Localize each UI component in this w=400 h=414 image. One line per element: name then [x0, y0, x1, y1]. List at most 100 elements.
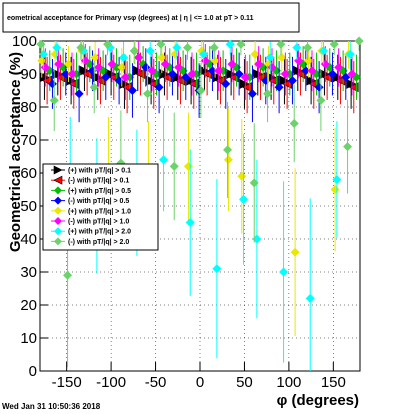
legend-label: (+) with pT/|q| > 0.1 — [68, 168, 131, 175]
timestamp: Wed Jan 31 10:50:36 2018 — [2, 402, 101, 411]
data-point — [305, 293, 315, 303]
data-point — [239, 194, 249, 204]
data-point — [254, 59, 264, 69]
data-point — [307, 66, 317, 76]
legend-label: (+) with pT/|q| > 2.0 — [68, 229, 131, 236]
legend-marker — [54, 186, 62, 195]
data-point — [159, 155, 169, 165]
data-point — [196, 86, 206, 95]
data-point — [345, 49, 355, 59]
data-point — [172, 43, 182, 53]
data-point — [36, 39, 46, 49]
data-point — [174, 62, 184, 72]
points-layer — [36, 36, 364, 371]
data-point — [263, 89, 273, 99]
y-tick-label: 60 — [20, 165, 37, 182]
data-point — [54, 59, 64, 69]
y-tick-label: 40 — [20, 231, 37, 248]
ticks-layer: 0 10 20 30 40 50 60 70 80 90 100 -150 -100 -50 0 50 100 1… — [12, 33, 346, 391]
data-point — [143, 89, 153, 99]
data-point — [277, 53, 287, 62]
data-point — [167, 69, 177, 79]
y-tick-label: 0 — [29, 363, 37, 380]
data-point — [329, 39, 339, 49]
title-box — [2, 2, 300, 33]
x-tick-label: 50 — [236, 374, 253, 391]
data-point — [129, 46, 139, 56]
data-point — [63, 270, 73, 280]
data-point — [332, 175, 342, 185]
legend-label: (-) with pT/|q| > 0.5 — [68, 198, 129, 205]
legend-marker — [54, 227, 62, 236]
data-point — [103, 39, 113, 49]
data-point — [157, 53, 167, 62]
data-point — [290, 247, 300, 257]
data-point — [76, 43, 86, 53]
data-point — [223, 145, 233, 155]
legend-marker — [54, 206, 62, 215]
data-point — [154, 82, 164, 92]
data-point — [279, 267, 289, 277]
data-point — [134, 53, 144, 62]
data-point — [289, 119, 299, 128]
x-tick-label: 100 — [276, 374, 301, 391]
data-point — [145, 46, 155, 56]
y-tick-label: 90 — [20, 66, 37, 83]
data-point — [250, 49, 260, 59]
legend-marker — [54, 196, 62, 205]
data-point — [183, 43, 193, 53]
data-point — [316, 95, 326, 105]
legend-label: (-) with pT/|q| > 1.0 — [68, 219, 129, 226]
data-point — [303, 56, 313, 66]
data-point — [52, 43, 62, 53]
x-axis-title: φ (degrees) — [277, 392, 359, 409]
data-point — [341, 72, 351, 82]
y-tick-label: 100 — [12, 33, 37, 50]
data-point — [156, 39, 166, 49]
data-point — [354, 36, 364, 46]
data-point — [187, 69, 197, 79]
data-point — [90, 53, 100, 62]
data-point — [327, 69, 337, 79]
data-point — [107, 59, 117, 69]
data-point — [119, 53, 129, 62]
data-point — [276, 39, 286, 49]
x-tick-label: 0 — [196, 374, 204, 391]
data-point — [223, 155, 233, 165]
legend-label: (+) with pT/|q| > 1.0 — [68, 208, 131, 215]
data-point — [236, 39, 246, 49]
data-point — [234, 69, 244, 79]
data-point — [74, 89, 84, 99]
data-point — [212, 264, 222, 274]
y-tick-label: 70 — [20, 132, 37, 149]
x-tick-label: -50 — [145, 374, 167, 391]
data-point — [334, 62, 344, 72]
y-tick-label: 30 — [20, 264, 37, 281]
data-point — [247, 89, 257, 99]
legend-marker — [54, 237, 62, 246]
data-point — [303, 43, 313, 53]
y-tick-label: 10 — [20, 330, 37, 347]
legend-marker — [53, 175, 63, 185]
legend-label: (+) with pT/|q| > 0.5 — [68, 188, 131, 195]
data-point — [181, 72, 191, 82]
chart-title: eometrical acceptance for Primary vsφ (d… — [7, 15, 254, 22]
data-point — [120, 72, 130, 82]
data-point — [185, 218, 195, 227]
data-point — [67, 69, 77, 79]
data-point — [63, 59, 73, 69]
data-point — [274, 82, 284, 92]
data-point — [199, 49, 209, 59]
data-point — [94, 62, 104, 72]
y-tick-label: 50 — [20, 198, 37, 215]
data-point — [319, 46, 329, 56]
data-point — [280, 69, 290, 79]
data-point — [210, 56, 220, 66]
data-point — [221, 79, 231, 89]
y-axis-title: Geometrical acceptance (%) — [7, 52, 24, 252]
data-point — [227, 59, 237, 69]
data-point — [214, 66, 224, 76]
y-tick-label: 20 — [20, 297, 37, 314]
data-point — [147, 66, 157, 76]
data-point — [89, 82, 99, 92]
